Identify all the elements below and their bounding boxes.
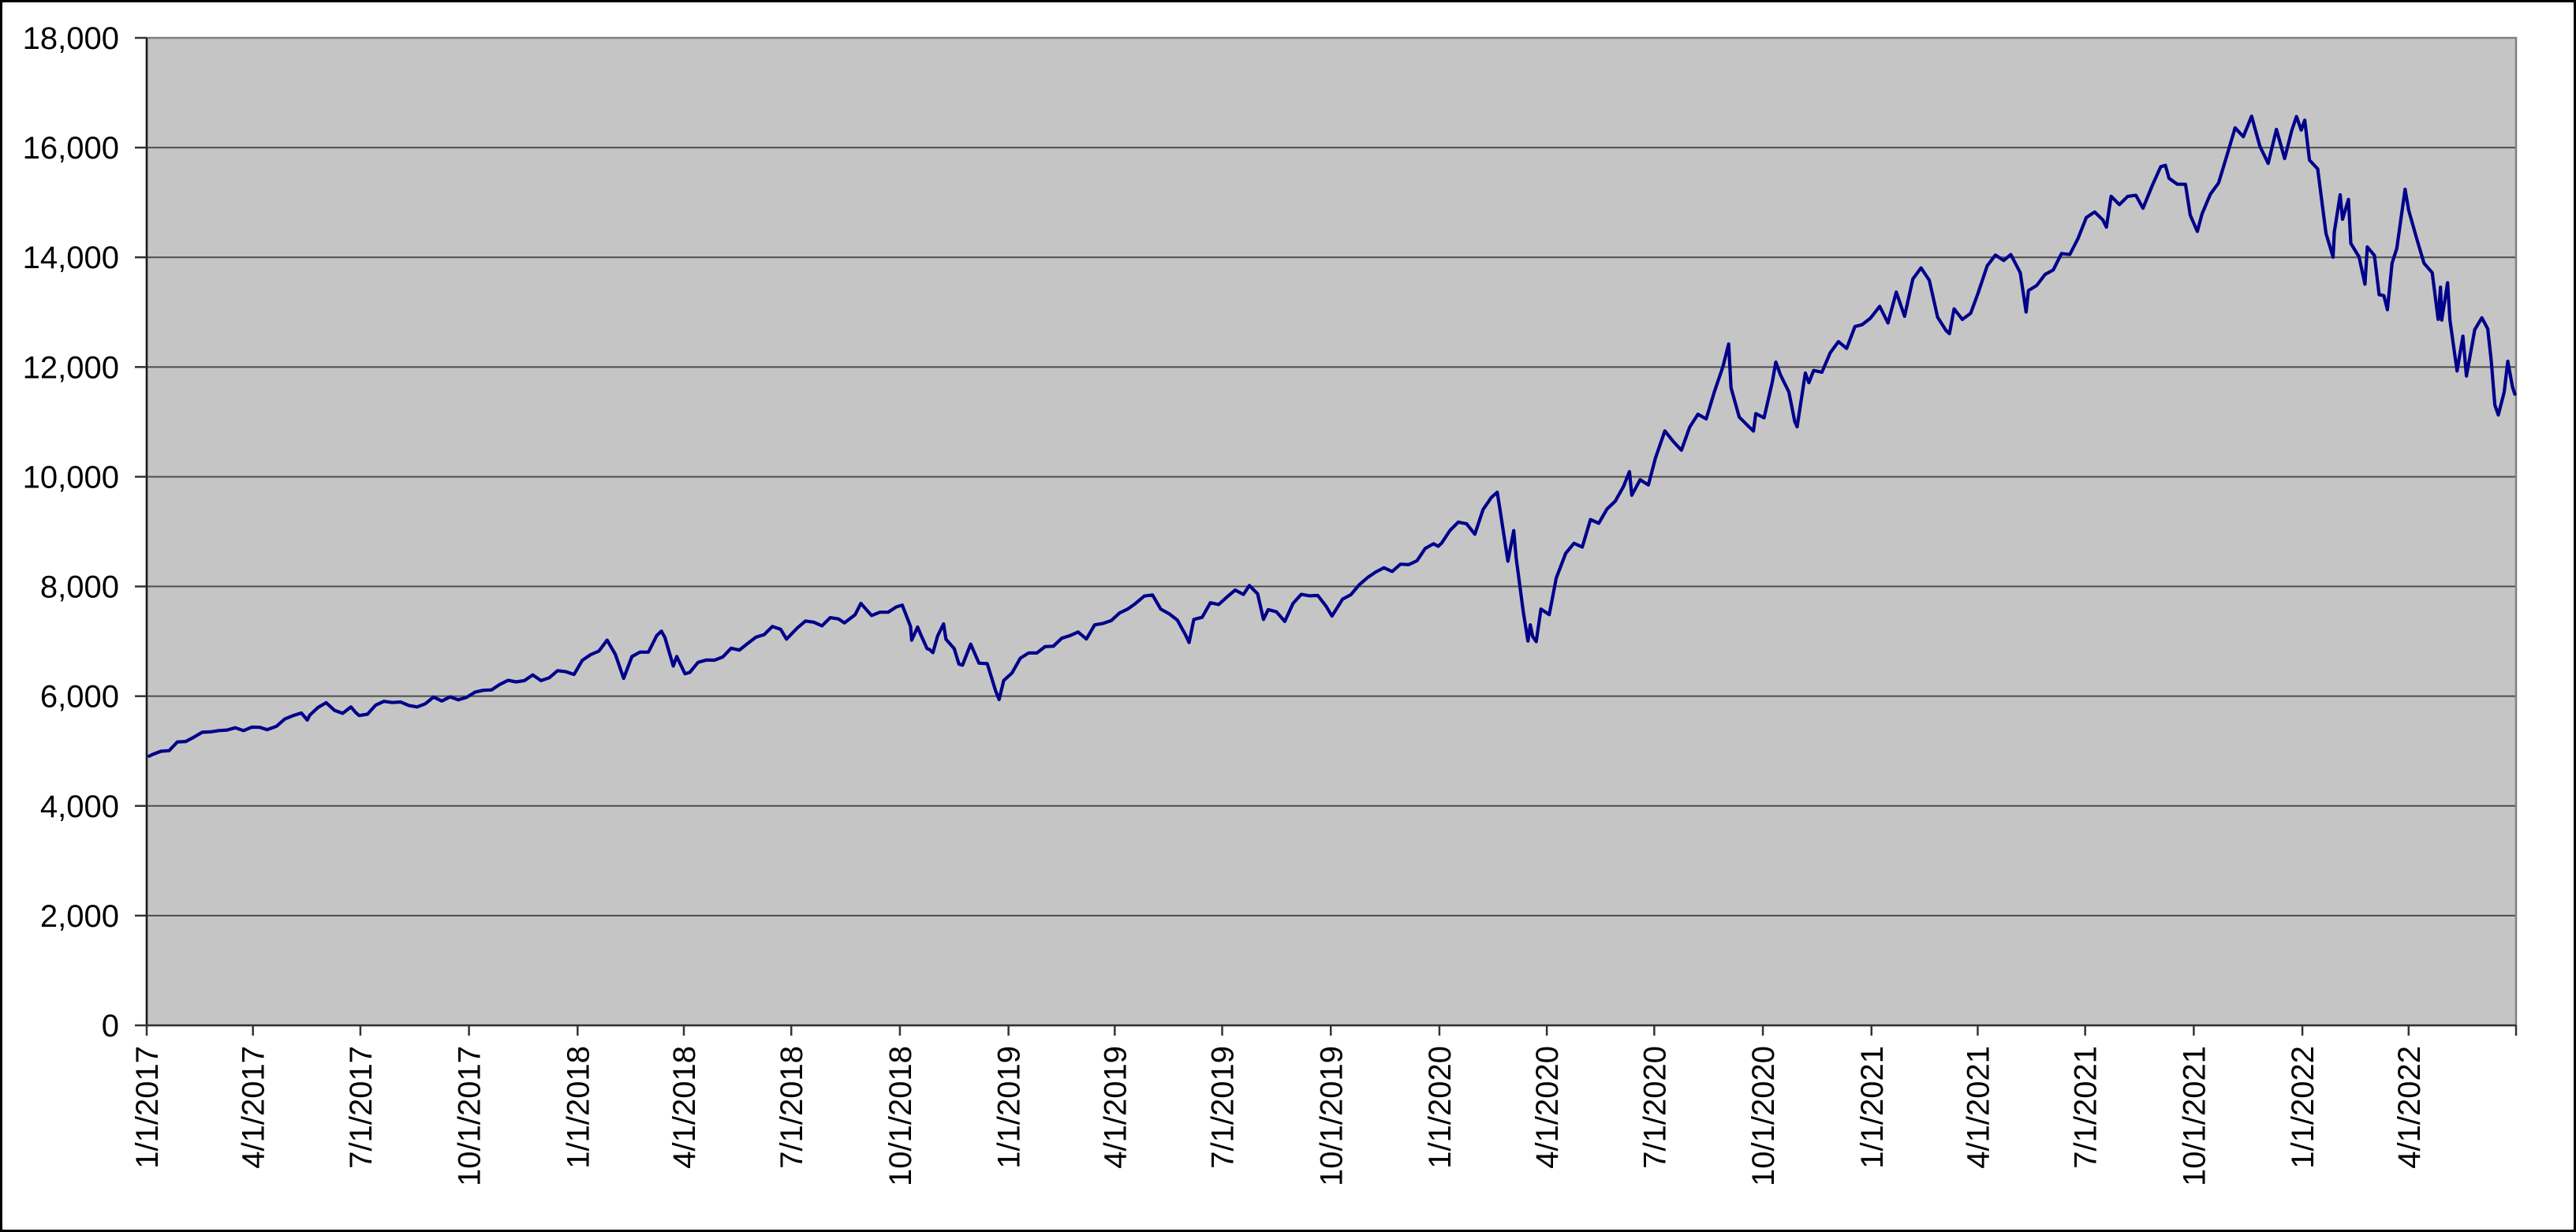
y-axis-tick-label: 10,000: [23, 460, 119, 495]
plot-area: [147, 38, 2516, 1025]
x-axis-tick-label: 7/1/2020: [1637, 1046, 1672, 1169]
x-axis-tick-label: 10/1/2020: [1746, 1046, 1781, 1186]
y-axis-tick-label: 8,000: [40, 570, 119, 605]
y-axis-tick-label: 4,000: [40, 790, 119, 824]
x-axis-tick-label: 7/1/2018: [775, 1046, 809, 1169]
x-axis-tick-label: 4/1/2021: [1961, 1046, 1995, 1169]
x-axis-tick-label: 4/1/2022: [2392, 1046, 2427, 1169]
x-axis-tick-label: 1/1/2018: [561, 1046, 595, 1169]
x-axis-tick-label: 1/1/2020: [1423, 1046, 1458, 1169]
x-axis-tick-label: 1/1/2022: [2286, 1046, 2320, 1169]
x-axis-tick-label: 1/1/2019: [992, 1046, 1027, 1169]
y-axis-tick-label: 0: [102, 1009, 119, 1043]
y-axis-tick-label: 14,000: [23, 241, 119, 275]
y-axis-tick-label: 6,000: [40, 680, 119, 715]
x-axis-tick-label: 10/1/2017: [453, 1046, 487, 1186]
y-axis-tick-label: 16,000: [23, 131, 119, 166]
y-axis-tick-label: 18,000: [23, 21, 119, 56]
price-line: [147, 114, 2517, 758]
x-axis-tick-label: 10/1/2018: [883, 1046, 918, 1186]
y-axis-tick-label: 2,000: [40, 899, 119, 934]
y-axis-tick-label: 12,000: [23, 350, 119, 385]
x-axis-tick-label: 1/1/2021: [1855, 1046, 1890, 1169]
x-axis-tick-label: 10/1/2021: [2177, 1046, 2212, 1186]
x-axis-tick-label: 7/1/2017: [344, 1046, 379, 1169]
x-axis-tick-label: 4/1/2020: [1530, 1046, 1565, 1169]
x-axis-tick-label: 4/1/2019: [1098, 1046, 1133, 1169]
x-axis-tick-label: 7/1/2021: [2069, 1046, 2104, 1169]
x-axis-tick-label: 7/1/2019: [1206, 1046, 1241, 1169]
x-axis-tick-label: 4/1/2018: [667, 1046, 702, 1169]
x-axis-tick-label: 4/1/2017: [237, 1046, 271, 1169]
x-axis-tick-label: 1/1/2017: [130, 1046, 165, 1169]
x-axis-tick-label: 10/1/2019: [1314, 1046, 1349, 1186]
